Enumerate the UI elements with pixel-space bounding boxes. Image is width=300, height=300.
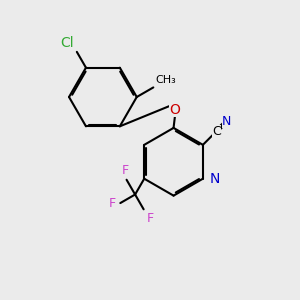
- Text: Cl: Cl: [60, 36, 74, 50]
- Text: C: C: [212, 125, 221, 138]
- Text: F: F: [122, 164, 129, 177]
- Text: F: F: [147, 212, 154, 225]
- Text: F: F: [109, 196, 116, 210]
- Text: N: N: [209, 172, 220, 186]
- Text: N: N: [222, 115, 231, 128]
- Text: O: O: [169, 103, 181, 117]
- Text: CH₃: CH₃: [156, 75, 176, 85]
